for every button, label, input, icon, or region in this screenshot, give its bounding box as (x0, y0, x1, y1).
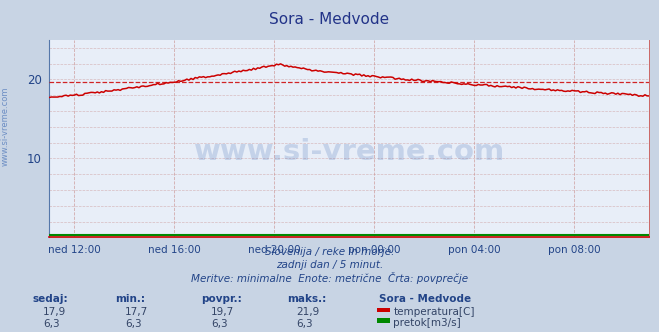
Text: 6,3: 6,3 (43, 319, 59, 329)
Text: pretok[m3/s]: pretok[m3/s] (393, 318, 461, 328)
Text: 6,3: 6,3 (297, 319, 313, 329)
Text: temperatura[C]: temperatura[C] (393, 307, 475, 317)
Text: sedaj:: sedaj: (33, 294, 69, 304)
Text: Slovenija / reke in morje.: Slovenija / reke in morje. (265, 247, 394, 257)
Text: 17,7: 17,7 (125, 307, 148, 317)
Text: 6,3: 6,3 (125, 319, 142, 329)
Text: 6,3: 6,3 (211, 319, 227, 329)
Text: zadnji dan / 5 minut.: zadnji dan / 5 minut. (276, 260, 383, 270)
Text: povpr.:: povpr.: (201, 294, 242, 304)
Text: 17,9: 17,9 (43, 307, 66, 317)
Text: www.si-vreme.com: www.si-vreme.com (1, 86, 10, 166)
Text: min.:: min.: (115, 294, 146, 304)
Text: Sora - Medvode: Sora - Medvode (270, 12, 389, 27)
Text: Meritve: minimalne  Enote: metrične  Črta: povprečje: Meritve: minimalne Enote: metrične Črta:… (191, 272, 468, 284)
Text: 21,9: 21,9 (297, 307, 320, 317)
Text: 19,7: 19,7 (211, 307, 234, 317)
Text: maks.:: maks.: (287, 294, 326, 304)
Text: Sora - Medvode: Sora - Medvode (379, 294, 471, 304)
Text: www.si-vreme.com: www.si-vreme.com (194, 138, 505, 166)
